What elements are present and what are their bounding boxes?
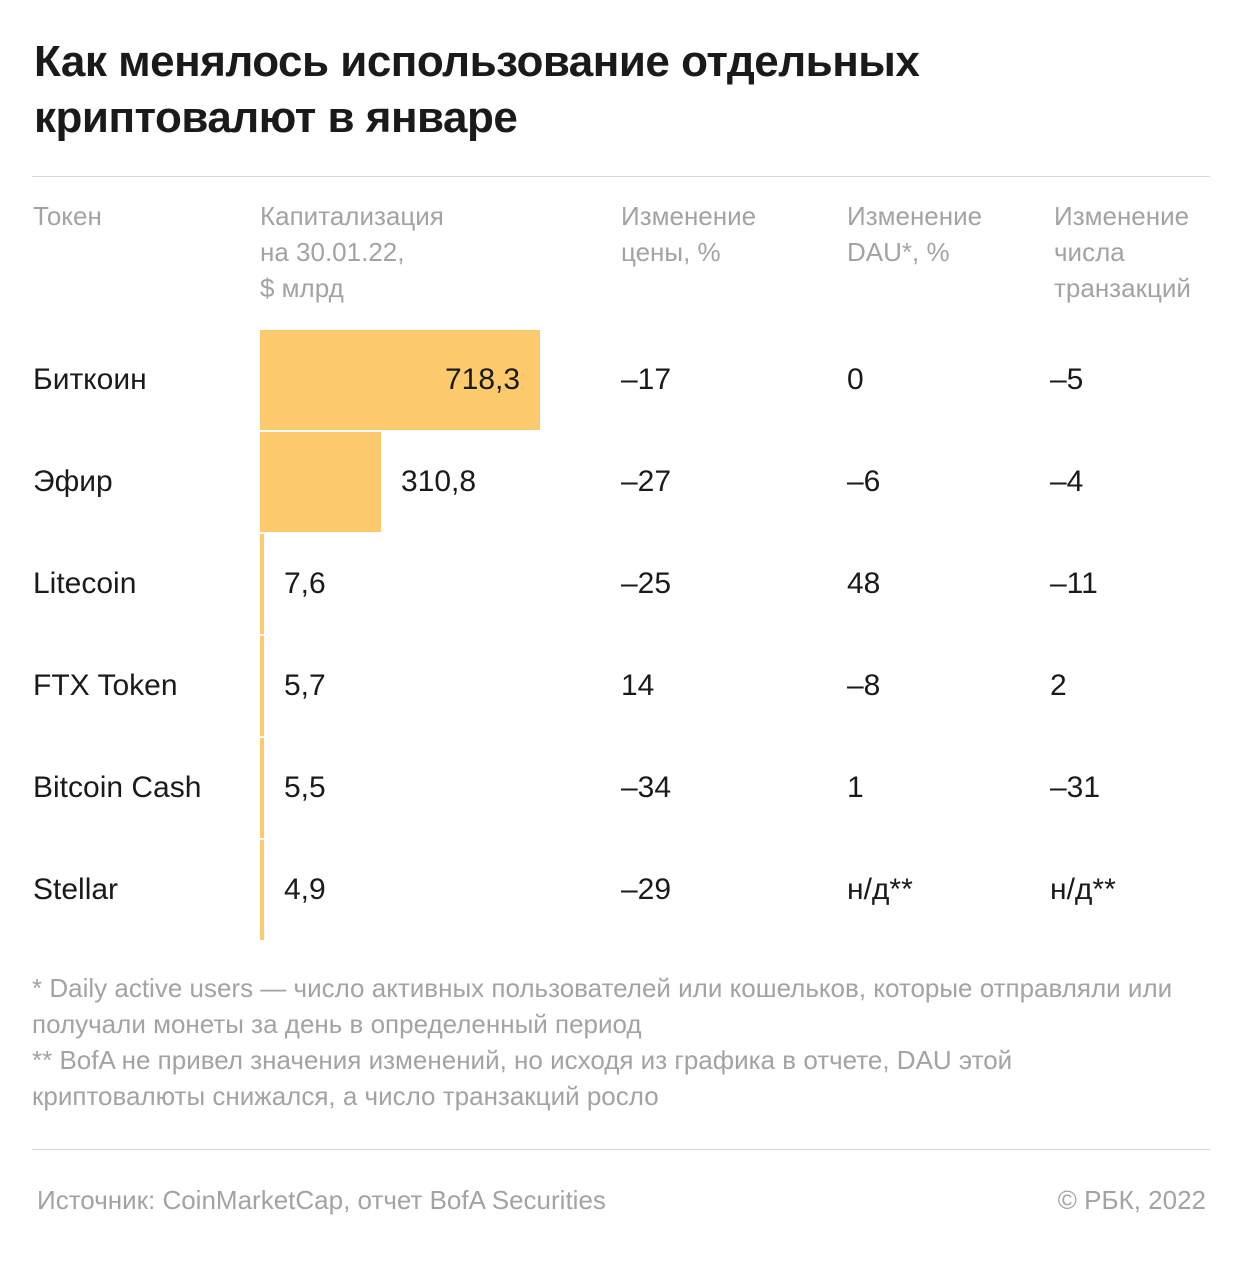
cell-dau: –6: [847, 465, 881, 498]
cell-price: –29: [621, 873, 672, 906]
footnote-bofa: ** BofA не привел значения изменений, но…: [32, 1045, 1013, 1111]
cell-tx: –31: [1050, 771, 1101, 804]
cell-price: –27: [621, 465, 672, 498]
cell-price: –25: [621, 567, 672, 600]
cell-tx: –11: [1050, 567, 1098, 600]
cell-token: Bitcoin Cash: [33, 771, 202, 804]
header-token: Токен: [33, 201, 102, 231]
cell-token: Stellar: [33, 873, 119, 906]
capitalization-bar: [260, 840, 264, 940]
capitalization-bar: [260, 738, 264, 838]
cell-token: Эфир: [33, 465, 113, 498]
top-divider: [32, 176, 1210, 177]
cell-tx: н/д**: [1050, 873, 1116, 906]
cell-cap: 5,5: [284, 771, 326, 804]
cell-tx: –5: [1050, 363, 1084, 396]
cell-cap: 5,7: [284, 669, 326, 702]
bottom-divider: [32, 1149, 1210, 1150]
cell-tx: 2: [1050, 669, 1067, 702]
chart-title: Как менялось использование отдельных кри…: [34, 37, 920, 142]
copyright-text: © РБК, 2022: [1057, 1185, 1206, 1215]
cell-dau: 1: [847, 771, 864, 804]
capitalization-bar: [260, 330, 540, 430]
header-transactions-change: Изменение числа транзакций: [1054, 201, 1191, 303]
cell-price: –17: [621, 363, 672, 396]
header-dau-change: Изменение DAU*, %: [847, 201, 983, 267]
cell-dau: 0: [847, 363, 864, 396]
cell-cap: 310,8: [401, 465, 477, 498]
source-text: Источник: CoinMarketCap, отчет BofA Secu…: [37, 1185, 606, 1215]
cell-cap: 7,6: [284, 567, 326, 600]
footnotes: * Daily active users — число активных по…: [32, 970, 1192, 1114]
cell-dau: н/д**: [847, 873, 913, 906]
cell-cap: 718,3: [445, 363, 521, 396]
header-price-change: Изменение цены, %: [621, 201, 757, 267]
footnote-dau: * Daily active users — число активных по…: [32, 973, 1173, 1039]
cell-price: 14: [621, 669, 655, 702]
cell-tx: –4: [1050, 465, 1084, 498]
capitalization-bar: [260, 432, 381, 532]
cell-dau: –8: [847, 669, 881, 702]
cell-token: Биткоин: [33, 363, 147, 396]
capitalization-bar: [260, 636, 264, 736]
cell-cap: 4,9: [284, 873, 326, 906]
cell-token: FTX Token: [33, 669, 178, 702]
cell-dau: 48: [847, 567, 881, 600]
cell-price: –34: [621, 771, 672, 804]
capitalization-bar: [260, 534, 264, 634]
cell-token: Litecoin: [33, 567, 137, 600]
header-capitalization: Капитализация на 30.01.22, $ млрд: [260, 201, 444, 303]
